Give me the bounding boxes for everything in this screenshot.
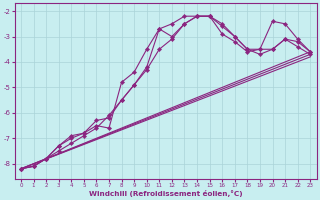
X-axis label: Windchill (Refroidissement éolien,°C): Windchill (Refroidissement éolien,°C)	[89, 190, 242, 197]
